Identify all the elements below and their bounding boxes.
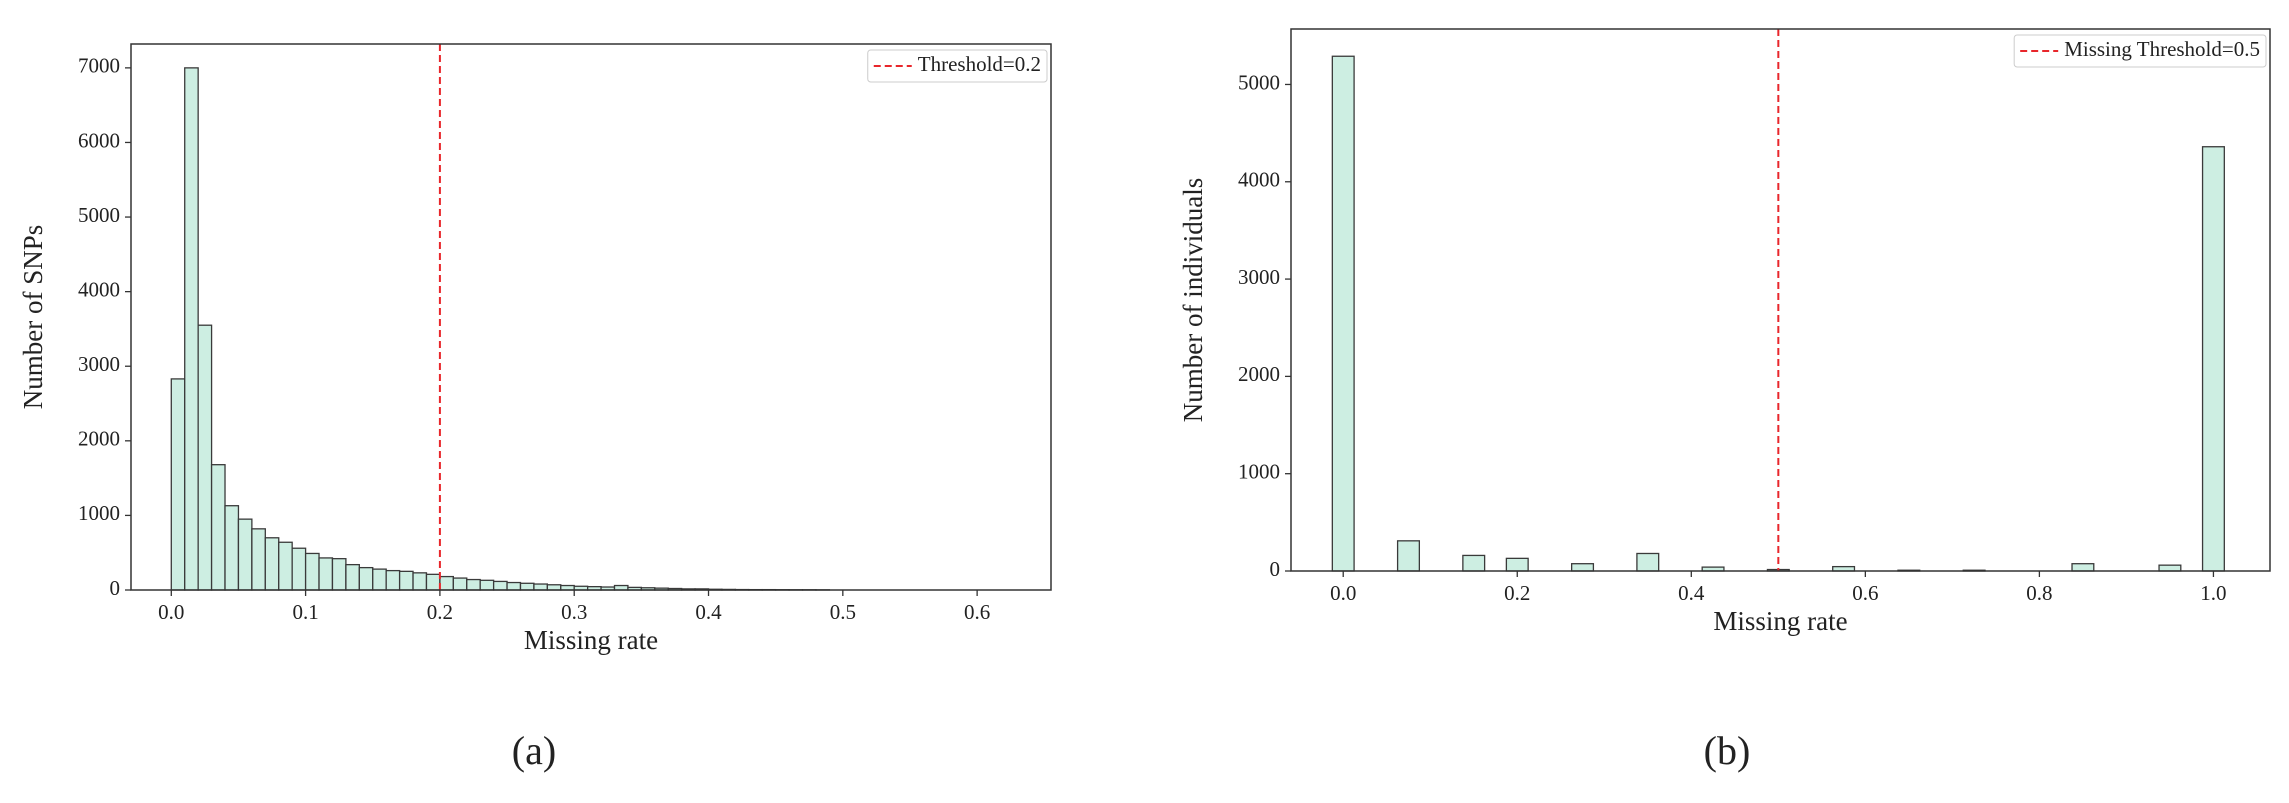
bar bbox=[2158, 564, 2182, 572]
bar bbox=[278, 541, 293, 591]
x-tick-label: 0.2 bbox=[1504, 581, 1530, 605]
legend-label: Threshold=0.2 bbox=[918, 52, 1041, 76]
x-tick-label: 0.8 bbox=[2026, 581, 2052, 605]
x-tick-label: 0.1 bbox=[292, 600, 318, 624]
bar bbox=[184, 67, 199, 591]
bar bbox=[170, 378, 186, 591]
x-axis-label: Missing rate bbox=[524, 625, 658, 655]
x-tick-label: 1.0 bbox=[2200, 581, 2226, 605]
y-tick-label: 5000 bbox=[1238, 70, 1280, 94]
y-tick-label: 4000 bbox=[78, 277, 120, 301]
x-axis-label: Missing rate bbox=[1713, 606, 1847, 636]
y-axis-label: Number of SNPs bbox=[18, 225, 48, 410]
x-tick-label: 0.4 bbox=[1678, 581, 1705, 605]
x-tick-label: 0.2 bbox=[427, 600, 453, 624]
bar bbox=[412, 572, 428, 591]
x-tick-label: 0.3 bbox=[561, 600, 587, 624]
caption: (a) bbox=[512, 728, 556, 773]
y-tick-label: 1000 bbox=[1238, 460, 1280, 484]
y-tick-label: 0 bbox=[1270, 557, 1281, 581]
bar bbox=[197, 324, 213, 591]
bar bbox=[1462, 554, 1486, 572]
y-tick-label: 6000 bbox=[78, 128, 120, 152]
y-tick-label: 3000 bbox=[78, 352, 120, 376]
caption: (b) bbox=[1704, 728, 1751, 773]
x-tick-label: 0.4 bbox=[695, 600, 722, 624]
bar bbox=[251, 528, 266, 591]
bar bbox=[546, 584, 562, 591]
bar bbox=[2201, 146, 2225, 572]
bar bbox=[506, 581, 522, 591]
bar bbox=[519, 582, 535, 591]
x-tick-label: 0.0 bbox=[158, 600, 184, 624]
bar bbox=[1570, 563, 1595, 572]
bar bbox=[492, 580, 508, 591]
bar bbox=[331, 558, 347, 591]
bar bbox=[372, 568, 387, 591]
bar bbox=[304, 552, 320, 591]
bar bbox=[345, 563, 360, 591]
plot-frame bbox=[130, 43, 1052, 591]
bar bbox=[1396, 540, 1421, 572]
bar bbox=[358, 566, 374, 591]
bar bbox=[479, 579, 495, 591]
y-tick-label: 7000 bbox=[78, 54, 120, 78]
bar bbox=[318, 557, 334, 591]
bar bbox=[425, 573, 441, 591]
bar bbox=[2071, 563, 2095, 572]
bar bbox=[1505, 557, 1529, 572]
x-tick-label: 0.5 bbox=[830, 600, 856, 624]
bar bbox=[385, 569, 401, 591]
bar bbox=[224, 505, 240, 591]
y-axis-label: Number of individuals bbox=[1178, 178, 1208, 422]
y-tick-label: 4000 bbox=[1238, 168, 1280, 192]
bar bbox=[1636, 552, 1660, 572]
y-tick-label: 2000 bbox=[1238, 362, 1280, 386]
legend-box bbox=[867, 49, 1048, 83]
y-tick-label: 1000 bbox=[78, 501, 120, 525]
bar bbox=[237, 518, 253, 591]
legend-label: Missing Threshold=0.5 bbox=[2064, 37, 2260, 61]
bar bbox=[291, 547, 307, 591]
y-tick-label: 3000 bbox=[1238, 265, 1280, 289]
x-tick-label: 0.6 bbox=[1852, 581, 1878, 605]
bar bbox=[210, 464, 226, 591]
y-tick-label: 0 bbox=[110, 576, 121, 600]
y-tick-label: 2000 bbox=[78, 427, 120, 451]
plot-frame bbox=[1290, 28, 2271, 572]
x-tick-label: 0.6 bbox=[964, 600, 990, 624]
bar bbox=[466, 578, 481, 591]
bar bbox=[439, 575, 454, 591]
legend-box bbox=[2013, 34, 2267, 68]
bar bbox=[398, 570, 414, 591]
bar bbox=[1331, 55, 1355, 572]
x-tick-label: 0.0 bbox=[1330, 581, 1356, 605]
bar bbox=[533, 583, 549, 591]
y-tick-label: 5000 bbox=[78, 203, 120, 227]
bar bbox=[264, 537, 280, 591]
bar bbox=[452, 577, 468, 591]
